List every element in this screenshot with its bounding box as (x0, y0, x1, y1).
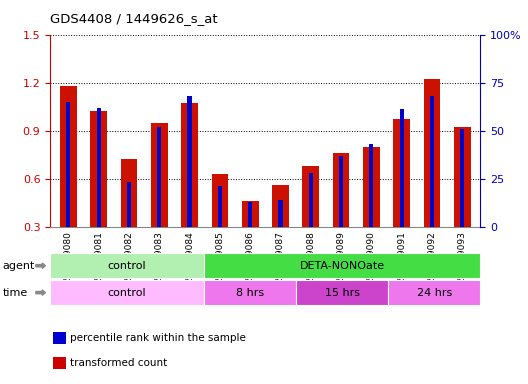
Bar (309, 173, 313, 227)
Text: agent: agent (3, 261, 35, 271)
Bar (127, 182, 131, 227)
Bar (212, 174, 228, 227)
Bar (333, 153, 350, 227)
Bar (454, 127, 470, 227)
Text: control: control (108, 261, 146, 271)
Bar (388, 280, 480, 305)
Bar (120, 159, 137, 227)
Bar (90, 111, 107, 227)
Text: 24 hrs: 24 hrs (417, 288, 452, 298)
Bar (50, 253, 204, 278)
Bar (60, 86, 77, 227)
Bar (369, 144, 373, 227)
Bar (278, 200, 282, 227)
Bar (272, 185, 289, 227)
Bar (97, 108, 101, 227)
Bar (303, 166, 319, 227)
Bar (430, 96, 434, 227)
Text: DETA-NONOate: DETA-NONOate (299, 261, 385, 271)
Bar (157, 127, 162, 227)
Bar (393, 119, 410, 227)
Text: percentile rank within the sample: percentile rank within the sample (70, 333, 246, 343)
Bar (187, 96, 192, 227)
Bar (460, 129, 465, 227)
Bar (296, 280, 388, 305)
Bar (400, 109, 404, 227)
Bar (242, 201, 259, 227)
Bar (423, 79, 440, 227)
Bar (363, 147, 380, 227)
Text: 8 hrs: 8 hrs (236, 288, 264, 298)
Text: transformed count: transformed count (70, 358, 167, 368)
Bar (204, 280, 296, 305)
Text: 15 hrs: 15 hrs (325, 288, 360, 298)
Bar (204, 253, 480, 278)
Bar (339, 156, 343, 227)
Bar (50, 280, 204, 305)
Bar (181, 103, 198, 227)
Text: time: time (3, 288, 28, 298)
Bar (218, 186, 222, 227)
Bar (151, 122, 167, 227)
Text: GDS4408 / 1449626_s_at: GDS4408 / 1449626_s_at (50, 12, 218, 25)
Bar (248, 202, 252, 227)
Bar (66, 102, 70, 227)
Text: control: control (108, 288, 146, 298)
